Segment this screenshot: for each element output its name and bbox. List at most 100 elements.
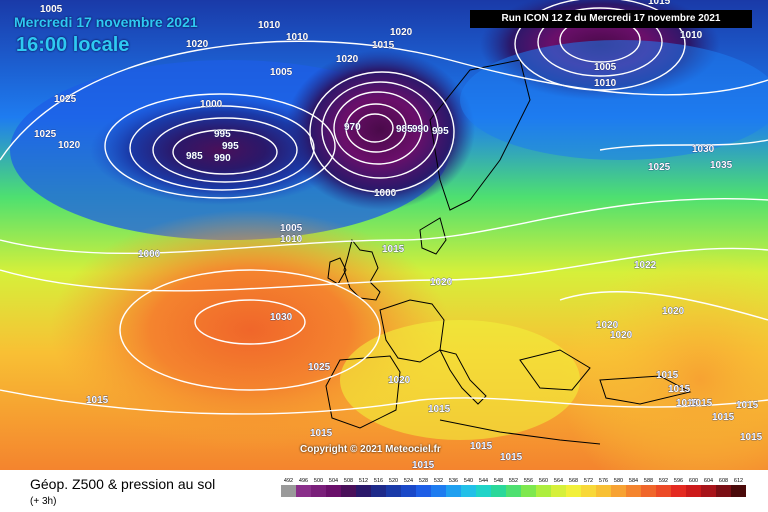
legend-swatch bbox=[566, 485, 581, 497]
legend-value: 504 bbox=[329, 478, 338, 484]
isobar-label: 1020 bbox=[430, 277, 453, 288]
legend-swatch bbox=[341, 485, 356, 497]
legend-swatch bbox=[521, 485, 536, 497]
isobar-980 bbox=[345, 103, 407, 153]
isobar-label: 1000 bbox=[374, 188, 397, 199]
legend-swatch bbox=[626, 485, 641, 497]
run-info: Run ICON 12 Z du Mercredi 17 novembre 20… bbox=[470, 10, 752, 28]
isobar-label: 985 bbox=[186, 151, 203, 162]
high-east-area bbox=[560, 250, 768, 470]
legend-value: 552 bbox=[509, 478, 518, 484]
copyright-text: Copyright © 2021 Meteociel.fr bbox=[300, 444, 441, 455]
legend-value: 600 bbox=[689, 478, 698, 484]
legend-value: 540 bbox=[464, 478, 473, 484]
isobar-1015-south bbox=[0, 389, 768, 415]
isobar-label: 1015 bbox=[382, 244, 405, 255]
legend-swatch bbox=[356, 485, 371, 497]
isobar-label: 1005 bbox=[270, 67, 293, 78]
legend-swatch bbox=[671, 485, 686, 497]
isobar-1030 bbox=[194, 299, 306, 345]
legend-value: 520 bbox=[389, 478, 398, 484]
legend-swatch bbox=[641, 485, 656, 497]
isobar-label: 970 bbox=[344, 122, 361, 133]
legend-value: 528 bbox=[419, 478, 428, 484]
coast-balkans bbox=[519, 349, 591, 391]
legend-value: 604 bbox=[704, 478, 713, 484]
legend-swatch bbox=[431, 485, 446, 497]
legend-swatch bbox=[281, 485, 296, 497]
legend-value: 536 bbox=[449, 478, 458, 484]
legend-value: 580 bbox=[614, 478, 623, 484]
isobar-label: 1010 bbox=[286, 32, 309, 43]
legend-value: 508 bbox=[344, 478, 353, 484]
isobar-1015-mid bbox=[0, 247, 768, 292]
isobar-label: 1020 bbox=[390, 27, 413, 38]
isobar-label: 1000 bbox=[138, 249, 161, 260]
isobar-label: 1015 bbox=[310, 428, 333, 439]
legend-value: 564 bbox=[554, 478, 563, 484]
isobar-label: 1020 bbox=[662, 306, 685, 317]
isobar-label: 1010 bbox=[258, 20, 281, 31]
isobar-label: 1010 bbox=[280, 234, 303, 245]
isobar-label: 1005 bbox=[40, 4, 63, 15]
isobar-1030-ne bbox=[599, 139, 768, 151]
isobar-label: 1010 bbox=[594, 78, 617, 89]
isobar-label: 1030 bbox=[692, 144, 715, 155]
isobar-label: 1020 bbox=[186, 39, 209, 50]
legend-value: 608 bbox=[719, 478, 728, 484]
legend-swatch bbox=[461, 485, 476, 497]
legend-swatch bbox=[581, 485, 596, 497]
coast-north-africa bbox=[439, 419, 601, 445]
trough-north-east bbox=[460, 40, 768, 160]
legend-value: 560 bbox=[539, 478, 548, 484]
isobar-label: 1015 bbox=[428, 404, 451, 415]
isobar-1000b bbox=[309, 71, 455, 193]
legend-value: 492 bbox=[284, 478, 293, 484]
map-subtitle: (+ 3h) bbox=[30, 496, 57, 507]
isobar-995 bbox=[129, 105, 315, 191]
isobar-label: 1020 bbox=[58, 140, 81, 151]
isobar-label: 1015 bbox=[668, 384, 691, 395]
legend-value: 496 bbox=[299, 478, 308, 484]
legend-swatch bbox=[596, 485, 611, 497]
legend-value: 576 bbox=[599, 478, 608, 484]
isobar-label: 1035 bbox=[710, 160, 733, 171]
isobar-label: 1015 bbox=[740, 432, 763, 443]
isobar-970 bbox=[356, 113, 394, 143]
legend-swatch bbox=[401, 485, 416, 497]
coast-denmark bbox=[419, 217, 447, 255]
low-north-sea-area bbox=[285, 50, 475, 210]
map-footer: Géop. Z500 & pression au sol (+ 3h) 492 4… bbox=[0, 470, 768, 512]
isobar-label: 1015 bbox=[412, 460, 435, 470]
legend-swatch bbox=[731, 485, 746, 497]
isobar-990 bbox=[152, 117, 298, 183]
isobar-label: 1000 bbox=[200, 99, 223, 110]
geopotential-map-svg: 1005 1020 1010 1010 1005 1020 1015 1020 … bbox=[0, 0, 768, 470]
legend-swatch bbox=[656, 485, 671, 497]
forecast-local-time: 16:00 locale bbox=[16, 34, 130, 56]
legend-value: 524 bbox=[404, 478, 413, 484]
legend-swatch bbox=[311, 485, 326, 497]
legend-value: 500 bbox=[314, 478, 323, 484]
legend-swatch bbox=[536, 485, 551, 497]
isobar-1020-east bbox=[559, 291, 768, 321]
isobar-label: 985 bbox=[396, 124, 413, 135]
isobar-label: 1015 bbox=[372, 40, 395, 51]
isobar-label: 1020 bbox=[596, 320, 619, 331]
legend-swatch bbox=[716, 485, 731, 497]
legend-swatch bbox=[446, 485, 461, 497]
legend-swatch bbox=[326, 485, 341, 497]
isobar-label: 1020 bbox=[388, 375, 411, 386]
legend-swatch bbox=[551, 485, 566, 497]
isobar-label: 1015 bbox=[470, 441, 493, 452]
legend-value: 592 bbox=[659, 478, 668, 484]
isobar-label: 1020 bbox=[336, 54, 359, 65]
isobar-1025 bbox=[119, 269, 381, 391]
legend-value: 612 bbox=[734, 478, 743, 484]
isobar-label: 1025 bbox=[648, 162, 671, 173]
isobar-label: 1025 bbox=[34, 129, 57, 140]
legend-value: 512 bbox=[359, 478, 368, 484]
weather-map: 1005 1020 1010 1010 1005 1020 1015 1020 … bbox=[0, 0, 768, 470]
isobar-label: 1015 bbox=[712, 412, 735, 423]
legend-value: 572 bbox=[584, 478, 593, 484]
